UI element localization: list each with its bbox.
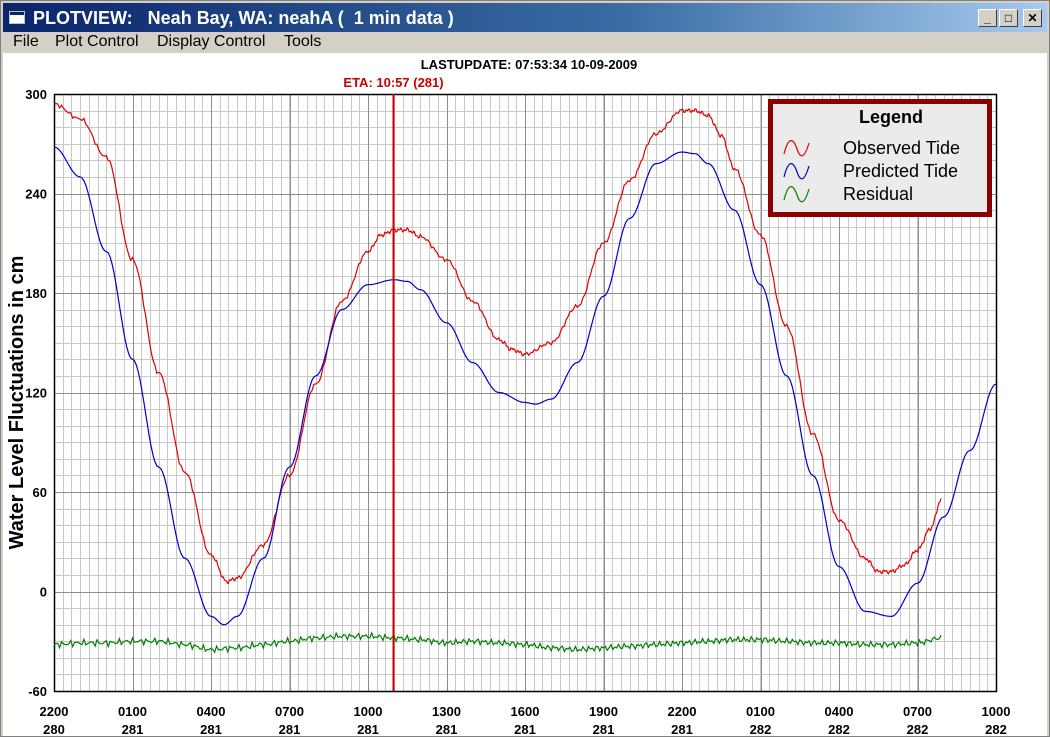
x-tick-day-label: 282 — [907, 722, 929, 736]
x-tick-time-label: 1900 — [589, 704, 618, 719]
observed-tide-legend-swatch — [783, 140, 810, 157]
legend-background — [773, 104, 987, 212]
maximize-button[interactable]: □ — [999, 9, 1018, 27]
menu-bar: File Plot Control Display Control Tools — [3, 32, 1047, 52]
residual-line — [53, 631, 942, 654]
x-tick-time-label: 0400 — [197, 704, 226, 719]
x-tick-time-label: 1000 — [354, 704, 383, 719]
residual-legend-label: Residual — [843, 184, 913, 204]
minimize-button[interactable]: _ — [978, 9, 997, 27]
plot-area: -60 0 60 120 180 240 300 2200 280 0100 281 0400 281 0… — [3, 53, 1047, 736]
last-update-label: LASTUPDATE: 07:53:34 10-09-2009 — [421, 57, 638, 72]
x-tick-time-label: 0400 — [825, 704, 854, 719]
predicted-tide-legend-label: Predicted Tide — [843, 161, 958, 181]
residual-legend-swatch — [783, 186, 810, 203]
x-tick-time-label: 0100 — [746, 704, 775, 719]
window-title: PLOTVIEW: Neah Bay, WA: neahA ( 1 min da… — [33, 8, 454, 28]
tide-chart: -60 0 60 120 180 240 300 2200 280 0100 281 0400 281 0… — [6, 57, 1011, 736]
x-tick-time-label: 1000 — [982, 704, 1011, 719]
x-tick-day-label: 281 — [593, 722, 615, 736]
x-tick-day-label: 282 — [985, 722, 1007, 736]
x-tick-day-label: 281 — [436, 722, 458, 736]
x-tick-time-label: 1300 — [432, 704, 461, 719]
y-tick-label: -60 — [28, 684, 47, 699]
title-bar[interactable]: PLOTVIEW: Neah Bay, WA: neahA ( 1 min da… — [3, 3, 1047, 32]
observed-tide-line — [53, 102, 942, 585]
x-tick-day-label: 281 — [357, 722, 379, 736]
observed-tide-legend-label: Observed Tide — [843, 138, 960, 158]
menu-file[interactable]: File — [13, 33, 39, 50]
x-tick-time-label: 0700 — [903, 704, 932, 719]
x-tick-time-label: 2200 — [40, 704, 69, 719]
plot-frame — [53, 93, 998, 693]
y-tick-label: 240 — [25, 187, 47, 202]
x-tick-day-label: 280 — [43, 722, 65, 736]
y-tick-label: 60 — [33, 485, 47, 500]
y-tick-label: 180 — [25, 286, 47, 301]
menu-display-control[interactable]: Display Control — [157, 33, 266, 50]
y-tick-label: 0 — [40, 585, 47, 600]
legend-title: Legend — [859, 107, 923, 127]
y-tick-label: 300 — [25, 87, 47, 102]
x-tick-day-label: 281 — [200, 722, 222, 736]
x-tick-day-label: 281 — [671, 722, 693, 736]
x-tick-day-label: 281 — [279, 722, 301, 736]
legend: Legend Observed Tide Predicted Tide Residua… — [768, 99, 992, 217]
predicted-tide-line — [53, 146, 997, 626]
x-tick-day-label: 282 — [828, 722, 850, 736]
menu-tools[interactable]: Tools — [284, 33, 322, 50]
x-tick-day-label: 281 — [122, 722, 144, 736]
x-tick-time-label: 0100 — [118, 704, 147, 719]
menu-plot-control[interactable]: Plot Control — [55, 33, 139, 50]
x-tick-day-label: 281 — [514, 722, 536, 736]
predicted-tide-legend-swatch — [783, 163, 810, 180]
x-tick-time-label: 2200 — [668, 704, 697, 719]
eta-label: ETA: 10:57 (281) — [343, 75, 443, 90]
close-button[interactable]: ✕ — [1023, 9, 1042, 27]
x-tick-day-label: 282 — [750, 722, 772, 736]
app-window-icon[interactable] — [9, 11, 25, 24]
y-axis-label: Water Level Fluctuations in cm — [6, 256, 28, 550]
x-tick-time-label: 0700 — [275, 704, 304, 719]
x-tick-time-label: 1600 — [511, 704, 540, 719]
y-tick-label: 120 — [25, 386, 47, 401]
